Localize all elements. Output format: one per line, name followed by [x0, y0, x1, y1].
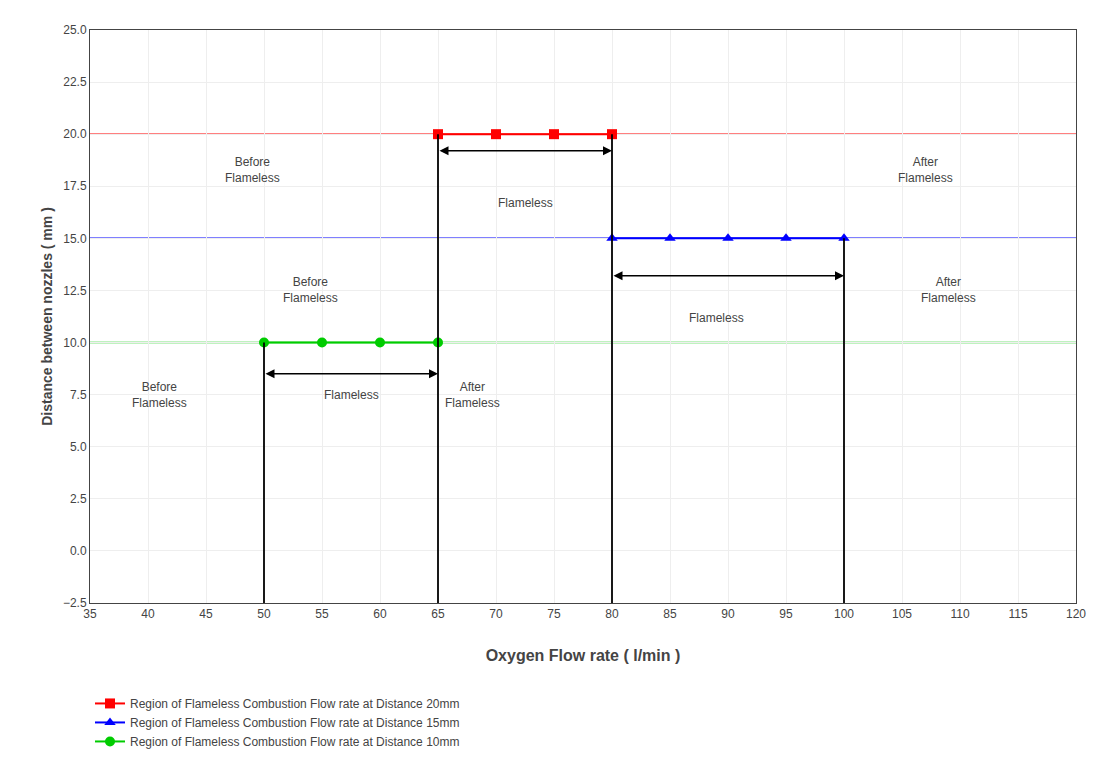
svg-text:90: 90 — [721, 607, 735, 621]
svg-text:115: 115 — [1008, 607, 1027, 621]
svg-text:45: 45 — [199, 607, 213, 621]
svg-text:85: 85 — [663, 607, 677, 621]
svg-text:100: 100 — [834, 607, 854, 621]
svg-text:Region of Flameless Combustion: Region of Flameless Combustion Flow rate… — [130, 697, 459, 711]
svg-text:40: 40 — [141, 607, 155, 621]
svg-text:Region of Flameless Combustion: Region of Flameless Combustion Flow rate… — [130, 735, 459, 749]
svg-text:65: 65 — [431, 607, 445, 621]
svg-text:120: 120 — [1066, 607, 1086, 621]
svg-text:5.0: 5.0 — [70, 440, 87, 454]
svg-text:22.5: 22.5 — [63, 75, 87, 89]
svg-text:2.5: 2.5 — [70, 492, 87, 506]
svg-text:AfterFlameless: AfterFlameless — [445, 380, 500, 410]
svg-text:Oxygen Flow rate ( l/min ): Oxygen Flow rate ( l/min ) — [486, 647, 681, 664]
svg-text:105: 105 — [892, 607, 912, 621]
svg-text:70: 70 — [489, 607, 503, 621]
svg-text:BeforeFlameless: BeforeFlameless — [132, 380, 187, 410]
svg-text:7.5: 7.5 — [70, 388, 87, 402]
svg-text:−2.5: −2.5 — [63, 596, 87, 610]
svg-text:Distance between nozzles ( mm: Distance between nozzles ( mm ) — [39, 207, 55, 426]
svg-text:80: 80 — [605, 607, 619, 621]
svg-text:0.0: 0.0 — [70, 544, 87, 558]
svg-text:35: 35 — [83, 607, 97, 621]
svg-text:75: 75 — [547, 607, 561, 621]
svg-text:Flameless: Flameless — [498, 196, 553, 210]
svg-text:20.0: 20.0 — [63, 127, 87, 141]
svg-text:110: 110 — [950, 607, 969, 621]
svg-text:95: 95 — [779, 607, 793, 621]
svg-text:50: 50 — [257, 607, 271, 621]
svg-text:AfterFlameless: AfterFlameless — [898, 155, 953, 185]
svg-text:Flameless: Flameless — [689, 311, 744, 325]
svg-text:17.5: 17.5 — [63, 179, 87, 193]
svg-text:BeforeFlameless: BeforeFlameless — [283, 275, 338, 305]
svg-text:AfterFlameless: AfterFlameless — [921, 275, 976, 305]
svg-text:BeforeFlameless: BeforeFlameless — [225, 155, 280, 185]
svg-text:12.5: 12.5 — [63, 284, 87, 298]
svg-text:60: 60 — [373, 607, 387, 621]
svg-text:55: 55 — [315, 607, 329, 621]
svg-text:10.0: 10.0 — [63, 336, 87, 350]
svg-text:Region of Flameless Combustion: Region of Flameless Combustion Flow rate… — [130, 716, 459, 730]
svg-text:Flameless: Flameless — [324, 388, 379, 402]
svg-text:15.0: 15.0 — [63, 232, 87, 246]
svg-text:25.0: 25.0 — [63, 23, 87, 37]
